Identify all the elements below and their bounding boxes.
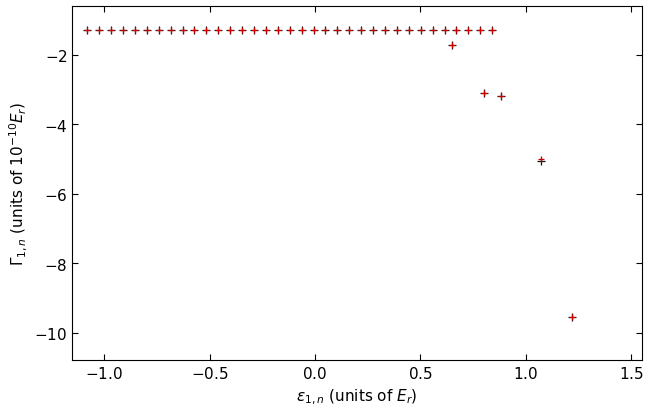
Y-axis label: $\Gamma_{1,n}$ (units of $10^{-10} E_r$): $\Gamma_{1,n}$ (units of $10^{-10} E_r$) — [7, 102, 29, 266]
X-axis label: $\epsilon_{1,n}$ (units of $E_r$): $\epsilon_{1,n}$ (units of $E_r$) — [297, 387, 418, 406]
